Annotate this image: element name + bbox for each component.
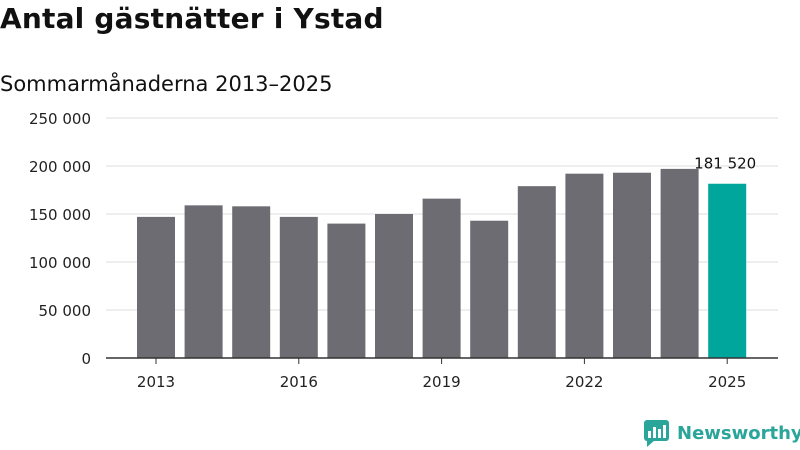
brand-name: Newsworthy [677, 422, 800, 444]
bar-highlighted [708, 183, 747, 358]
x-tick-label: 2013 [137, 373, 175, 391]
bar [184, 205, 223, 358]
y-tick-label: 50 000 [39, 302, 92, 320]
y-tick-label: 250 000 [29, 110, 91, 128]
bar [565, 173, 604, 358]
bar [613, 172, 651, 358]
bar [660, 168, 699, 358]
bar [327, 223, 366, 358]
bar [232, 206, 271, 358]
bar [422, 198, 461, 358]
data-label: 181 520 [694, 155, 756, 173]
y-tick-label: 0 [81, 350, 91, 368]
x-tick-label: 2016 [280, 373, 318, 391]
chart-subtitle: Sommarmånaderna 2013–2025 [0, 72, 333, 96]
y-tick-label: 200 000 [29, 158, 91, 176]
y-tick-label: 150 000 [29, 206, 91, 224]
chart-title: Antal gästnätter i Ystad [0, 2, 384, 35]
bar-chart-speech-bubble-icon [644, 419, 669, 447]
bar [517, 186, 556, 358]
bar [470, 220, 509, 358]
x-tick-label: 2019 [423, 373, 461, 391]
bar [375, 214, 413, 358]
newsworthy-logo: Newsworthy [644, 418, 800, 448]
x-tick-label: 2025 [708, 373, 746, 391]
x-tick-label: 2022 [565, 373, 603, 391]
bar [137, 216, 175, 358]
y-tick-label: 100 000 [29, 254, 91, 272]
bar [279, 216, 318, 358]
